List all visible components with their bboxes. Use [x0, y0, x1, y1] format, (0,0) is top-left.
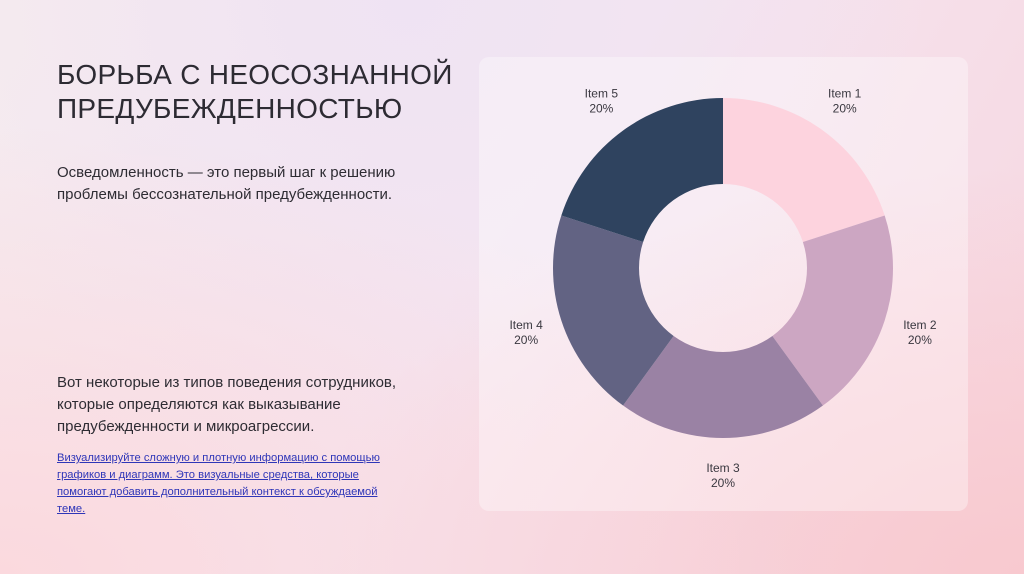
slice-value-1: 20%	[833, 102, 857, 116]
slice-label-2: Item 2	[903, 318, 937, 332]
slice-value-4: 20%	[514, 333, 538, 347]
visualize-link[interactable]: Визуализируйте сложную и плотную информа…	[57, 452, 380, 515]
slice-label-5: Item 5	[585, 87, 619, 101]
donut-slice-1	[723, 98, 885, 243]
donut-labels: Item 120%Item 220%Item 320%Item 420%Item…	[509, 87, 936, 490]
intro-paragraph: Осведомленность — это первый шаг к решен…	[57, 164, 396, 203]
slice-label-3: Item 3	[706, 461, 740, 475]
slice-label-1: Item 1	[828, 87, 862, 101]
donut-slices	[553, 98, 894, 439]
donut-slice-3	[623, 335, 823, 439]
donut-slice-4	[553, 215, 674, 406]
slide-title: БОРЬБА С НЕОСОЗНАННОЙ ПРЕДУБЕЖДЕННОСТЬЮ	[57, 59, 453, 124]
donut-slice-5	[561, 98, 723, 243]
slice-value-5: 20%	[589, 102, 613, 116]
slice-value-3: 20%	[711, 476, 735, 490]
behavior-paragraph: Вот некоторые из типов поведения сотрудн…	[57, 374, 397, 435]
slice-value-2: 20%	[908, 333, 932, 347]
slice-label-4: Item 4	[509, 318, 543, 332]
donut-slice-2	[772, 215, 894, 406]
